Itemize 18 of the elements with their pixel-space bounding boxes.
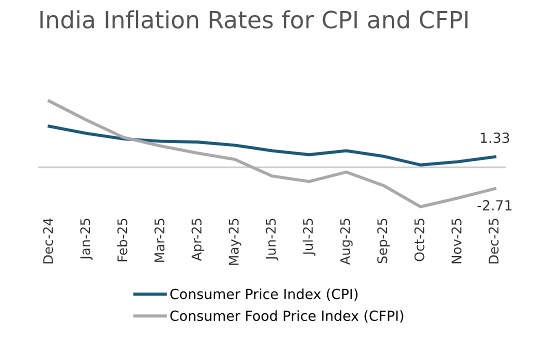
x-tick-label: Nov-25 [452,218,462,264]
x-tick-label: Jun-25 [266,218,278,260]
x-tick-label: Sep-25 [377,218,390,264]
data-label: -2.71 [477,200,512,210]
x-tick-label: Dec-25 [488,218,499,264]
chart-title: India Inflation Rates for CPI and CFPI [40,10,468,29]
x-tick-label: Oct-25 [414,218,424,262]
x-tick-label: Apr-25 [192,218,204,262]
x-tick-label: Aug-25 [340,218,353,265]
x-tick-label: Jan-25 [80,218,93,260]
x-tick-label: Mar-25 [154,218,164,262]
legend-label: Consumer Price Index (CPI) [170,288,358,301]
data-label: 1.33 [480,132,510,144]
x-tick-label: Jul-25 [302,218,316,256]
x-tick-label: Feb-25 [117,218,128,262]
legend-label: Consumer Food Price Index (CFPI) [170,310,404,323]
x-tick-label: May-25 [228,218,242,265]
x-tick-label: Dec-24 [43,218,54,264]
